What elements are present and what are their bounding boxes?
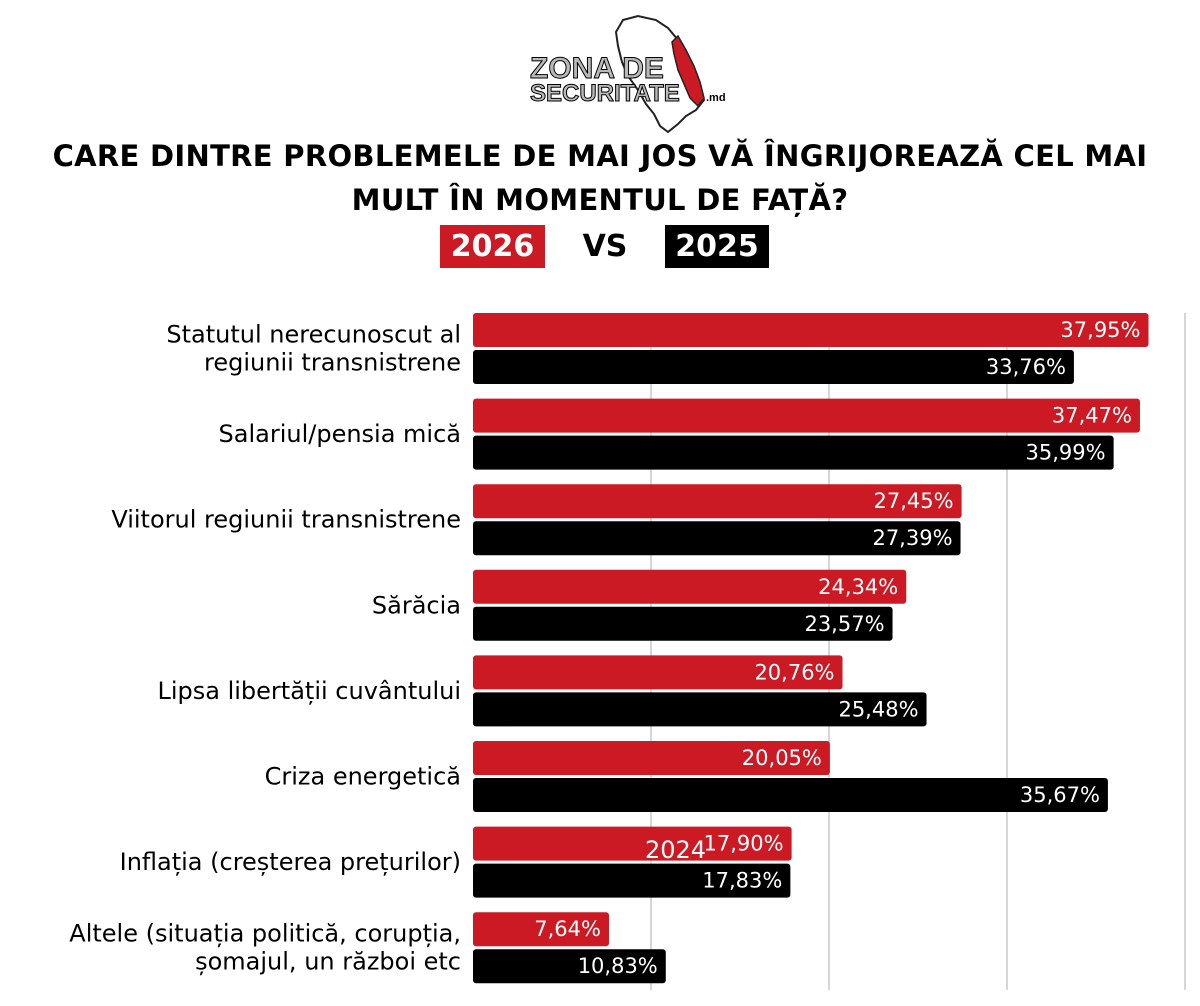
category-label-2: Viitorul regiunii transnistrene: [111, 506, 461, 534]
value-label-2025-3: 23,57%: [804, 612, 884, 636]
bar-2026-7: [473, 912, 609, 947]
value-label-2025-6: 17,83%: [702, 869, 782, 893]
bar-2026-1: [473, 398, 1140, 433]
bar-2025-3: [473, 606, 893, 641]
category-label-0-line2: regiunii transnistrene: [204, 349, 461, 377]
value-label-2026-3: 24,34%: [818, 575, 898, 599]
category-label-1: Salariul/pensia mică: [219, 420, 461, 448]
legend-vs: VS: [582, 229, 628, 264]
bar-2026-4: [473, 655, 843, 690]
value-label-2026-4: 20,76%: [754, 660, 834, 684]
category-label-6: Inflația (creșterea prețurilor): [120, 848, 461, 876]
bar-2026-3: [473, 569, 907, 604]
value-label-2025-1: 35,99%: [1026, 441, 1106, 465]
moldova-map-icon: [614, 14, 706, 134]
value-label-2026-5: 20,05%: [742, 746, 822, 770]
bar-2025-2: [473, 521, 961, 556]
logo-line2: SECURITATE: [530, 80, 681, 108]
category-label-5: Criza energetică: [265, 763, 461, 791]
zona-de-securitate-logo: ZONA DE SECURITATE .md: [528, 14, 728, 134]
legend-2025-badge: 2025: [665, 225, 769, 268]
value-label-2025-0: 33,76%: [986, 355, 1066, 379]
bar-2025-1: [473, 435, 1114, 470]
logo-suffix: .md: [706, 92, 726, 104]
bar-2025-7: [473, 949, 666, 984]
category-label-7-line2: șomajul, un război etc: [195, 948, 461, 976]
bar-2026-5: [473, 741, 830, 775]
bar-2026-0: [473, 313, 1149, 347]
logo-line1: ZONA DE: [530, 52, 665, 86]
legend-2026-badge: 2026: [440, 225, 545, 268]
bar-2026-2: [473, 484, 962, 519]
stray-2024-text: 2024: [645, 836, 706, 864]
bar-2025-6: [473, 863, 791, 898]
category-label-3: Sărăcia: [372, 591, 461, 619]
category-label-0-line1: Statutul nerecunoscut al: [166, 321, 461, 349]
bar-2026-6: [473, 826, 792, 861]
value-label-2025-5: 35,67%: [1020, 783, 1100, 807]
value-label-2025-7: 10,83%: [578, 954, 658, 978]
value-label-2025-2: 27,39%: [872, 526, 952, 550]
chart-title: CARE DINTRE PROBLEMELE DE MAI JOS VĂ ÎNG…: [52, 139, 1148, 217]
category-label-7-line1: Altele (situația politică, corupția,: [69, 920, 461, 948]
value-label-2026-1: 37,47%: [1052, 404, 1132, 428]
bar-2025-0: [473, 350, 1074, 384]
value-label-2026-2: 27,45%: [874, 489, 954, 513]
value-label-2026-0: 37,95%: [1060, 318, 1140, 342]
category-label-4: Lipsa libertății cuvântului: [157, 677, 461, 705]
value-label-2025-4: 25,48%: [838, 697, 918, 721]
value-label-2026-7: 7,64%: [534, 917, 601, 941]
bar-2025-4: [473, 692, 927, 727]
bar-2025-5: [473, 778, 1108, 812]
value-label-2026-6: 17,90%: [704, 832, 784, 856]
